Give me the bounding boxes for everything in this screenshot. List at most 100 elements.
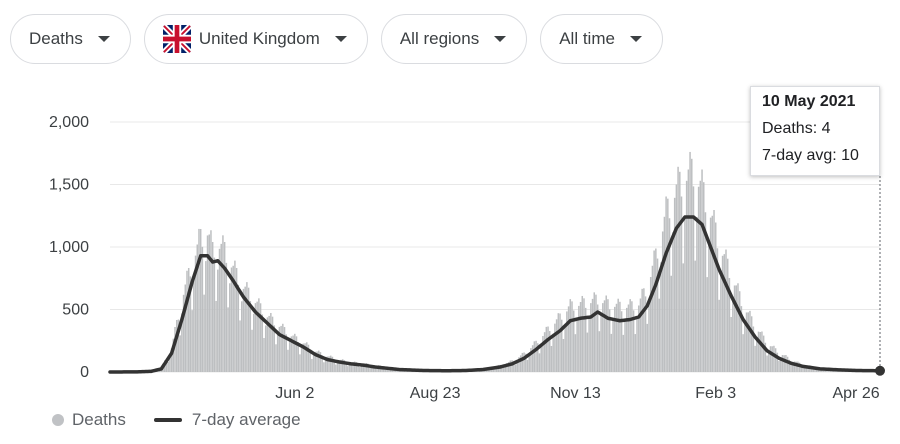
deaths-bar <box>744 320 746 372</box>
deaths-bar <box>215 300 217 372</box>
deaths-bar <box>502 367 505 372</box>
deaths-bar <box>347 366 349 372</box>
deaths-bar <box>684 216 686 372</box>
deaths-bar <box>795 361 797 372</box>
deaths-bar <box>648 298 650 372</box>
deaths-bar <box>526 359 529 372</box>
deaths-bar <box>607 299 609 372</box>
deaths-bar <box>759 332 761 372</box>
deaths-bar <box>210 230 212 372</box>
deaths-bar <box>507 362 510 372</box>
x-tick-label: Feb 3 <box>695 385 736 402</box>
uk-flag-icon <box>162 25 191 53</box>
region-dropdown[interactable]: All regions <box>380 14 528 64</box>
deaths-bar <box>598 331 601 372</box>
deaths-bar <box>340 359 342 372</box>
x-tick-label: Jun 2 <box>275 385 314 402</box>
deaths-bar <box>246 282 248 372</box>
time-range-dropdown[interactable]: All time <box>540 14 663 64</box>
deaths-bar <box>227 307 229 372</box>
country-dropdown[interactable]: United Kingdom <box>143 14 368 64</box>
deaths-bar <box>218 248 221 372</box>
deaths-bar <box>637 305 640 372</box>
deaths-bar <box>165 358 168 372</box>
deaths-bar <box>352 362 354 372</box>
deaths-bar <box>615 303 618 372</box>
metric-dropdown[interactable]: Deaths <box>10 14 131 64</box>
deaths-bar <box>667 198 669 372</box>
deaths-bar <box>545 326 548 372</box>
deaths-bar <box>521 352 524 372</box>
deaths-bar <box>622 334 625 372</box>
deaths-bar <box>757 331 760 372</box>
deaths-bar <box>196 244 199 372</box>
deaths-bar <box>754 345 756 372</box>
deaths-bar <box>740 306 743 372</box>
deaths-bar <box>634 334 637 372</box>
deaths-bar <box>629 299 631 372</box>
deaths-bar <box>701 169 703 372</box>
chevron-down-icon <box>334 36 347 42</box>
deaths-bar <box>596 304 599 372</box>
deaths-bar <box>206 235 209 372</box>
deaths-bar <box>564 323 566 372</box>
deaths-bar <box>220 243 222 372</box>
deaths-bar <box>365 363 368 372</box>
deaths-bar <box>798 362 801 372</box>
deaths-bar <box>793 361 796 372</box>
deaths-bar <box>569 299 572 372</box>
deaths-bar <box>608 309 611 372</box>
deaths-bar <box>360 365 363 372</box>
deaths-bar <box>636 317 638 372</box>
deaths-bar <box>602 303 604 372</box>
deaths-bar <box>511 360 513 372</box>
metric-dropdown-label: Deaths <box>29 29 83 48</box>
deaths-bar <box>776 352 779 372</box>
deaths-bar <box>172 338 175 372</box>
deaths-bar <box>559 313 561 372</box>
deaths-bar <box>603 300 606 372</box>
deaths-bar <box>699 180 702 372</box>
deaths-bar <box>656 258 659 372</box>
deaths-bar <box>174 327 176 372</box>
time-range-dropdown-label: All time <box>559 29 615 48</box>
deaths-bar <box>675 184 678 372</box>
filter-bar: Deaths United Kingdom All regions All ti… <box>10 14 663 64</box>
deaths-bar <box>586 332 589 372</box>
deaths-bar <box>762 335 765 372</box>
deaths-bar <box>687 169 690 372</box>
deaths-bar <box>631 301 633 372</box>
deaths-bar <box>706 277 708 372</box>
deaths-bar <box>655 248 657 372</box>
deaths-bar <box>542 336 544 372</box>
deaths-bar <box>328 356 330 372</box>
deaths-bar <box>790 365 792 372</box>
deaths-bar <box>177 319 180 372</box>
deaths-bar <box>649 277 652 372</box>
deaths-bar <box>350 362 353 372</box>
deaths-bar <box>528 353 530 372</box>
deaths-bar <box>514 364 517 372</box>
deaths-bar <box>627 304 630 372</box>
deaths-bar <box>217 269 219 372</box>
deaths-bar <box>338 360 341 372</box>
chart-legend: Deaths 7-day average <box>52 410 301 430</box>
deaths-bar <box>523 352 525 372</box>
deaths-bar <box>175 320 178 372</box>
deaths-bar <box>181 313 183 372</box>
deaths-bar <box>384 367 387 372</box>
deaths-bar <box>259 303 262 372</box>
deaths-bar <box>357 363 359 372</box>
deaths-bar <box>788 359 791 372</box>
deaths-bar <box>264 325 267 372</box>
deaths-bar <box>234 260 236 372</box>
deaths-bar <box>533 341 536 372</box>
deaths-bar <box>726 258 729 372</box>
deaths-bar <box>714 222 717 372</box>
deaths-bar <box>537 343 539 372</box>
deaths-bar <box>732 297 734 372</box>
deaths-bar <box>300 347 303 372</box>
deaths-bar <box>518 357 520 372</box>
deaths-bar <box>550 345 553 372</box>
